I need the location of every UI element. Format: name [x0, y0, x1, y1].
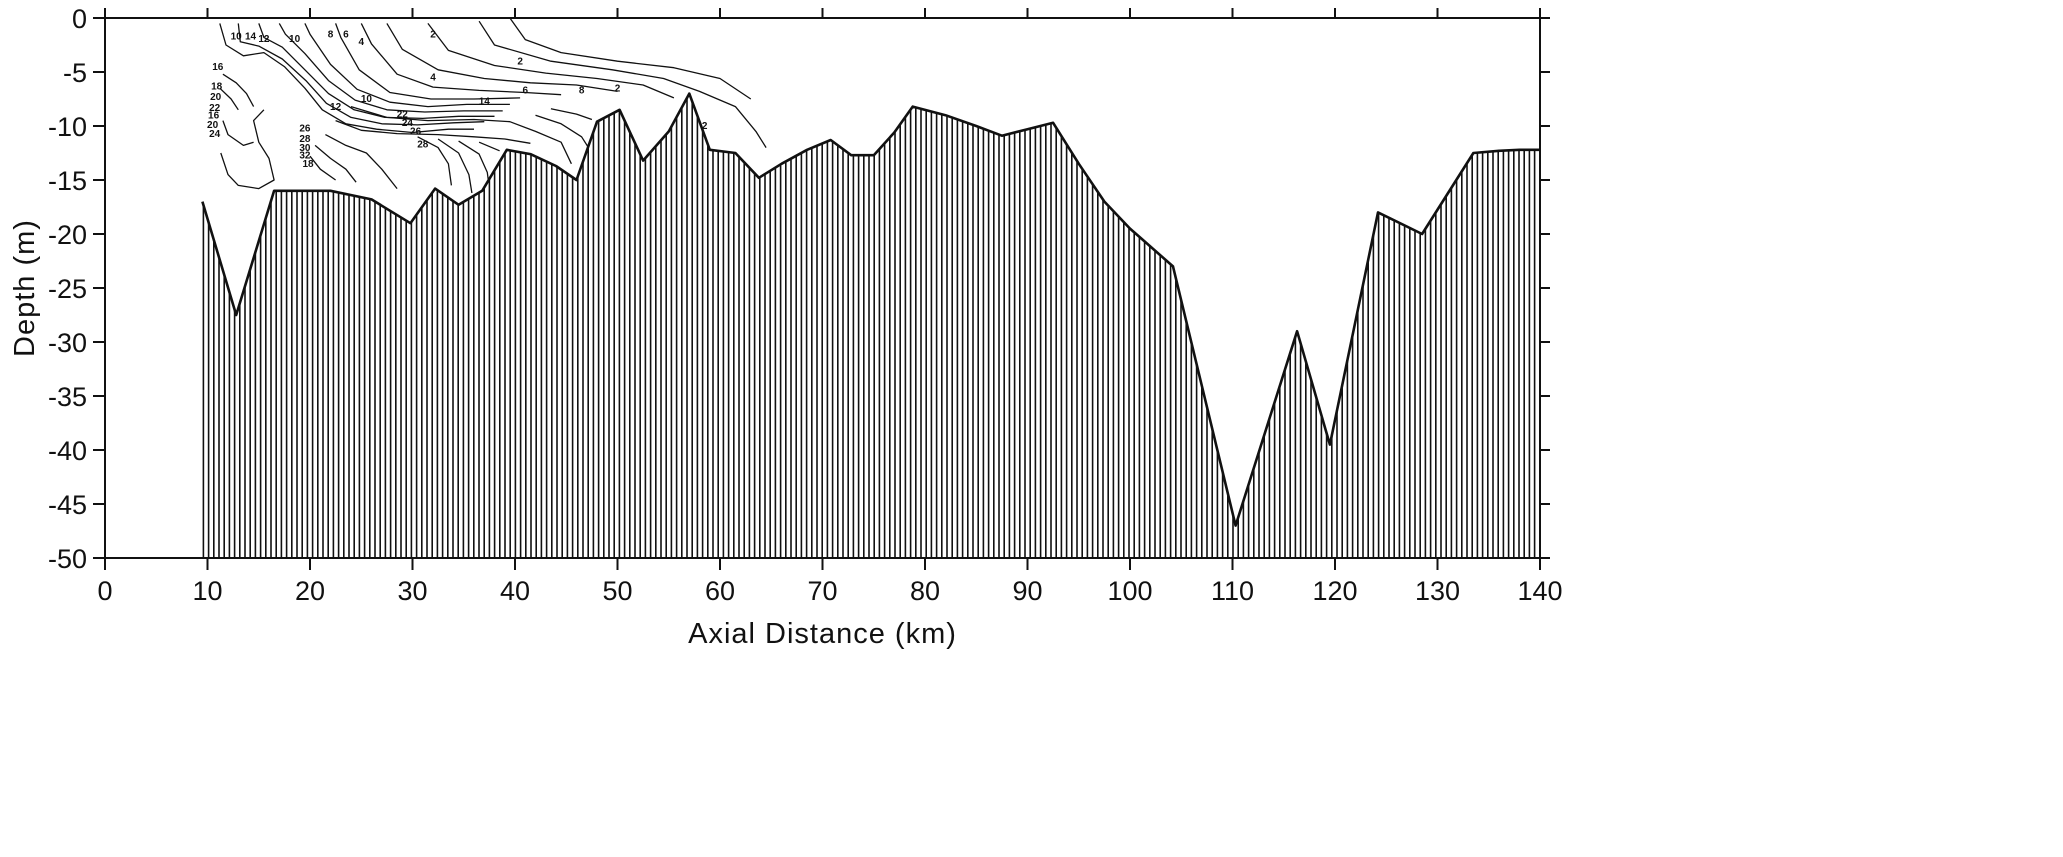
contour-label: 2 [517, 56, 523, 67]
contour-line [219, 87, 239, 111]
contour-line [237, 23, 485, 126]
contour-label: 14 [479, 96, 491, 107]
contour-line [535, 114, 593, 154]
contour-line [278, 23, 503, 113]
y-tick-label: -50 [48, 544, 87, 574]
contour-label: 16 [212, 62, 224, 73]
contour-line [427, 23, 675, 99]
contour-label: 2 [702, 121, 708, 132]
contour-label: 8 [579, 86, 585, 97]
contour-label: 24 [402, 118, 414, 129]
y-axis-title: Depth (m) [9, 219, 41, 357]
contour-line [309, 155, 336, 181]
y-tick-label: -30 [48, 328, 87, 358]
contour-line [350, 105, 572, 165]
contour-label: 20 [207, 120, 219, 131]
contour-label: 30 [299, 143, 311, 154]
contour-label: 26 [410, 127, 422, 138]
contour-line [220, 109, 275, 190]
bottom-profile-line [201, 92, 1540, 527]
contour-label: 10 [289, 34, 301, 45]
contour-label: 12 [330, 102, 342, 113]
y-tick-label: -35 [48, 382, 87, 412]
x-tick-label: 30 [397, 576, 427, 606]
seabed-hatched-area [201, 92, 1540, 558]
contour-label: 12 [258, 34, 270, 45]
contour-label: 18 [302, 159, 314, 170]
contour-line [222, 120, 254, 147]
contour-label: 10 [231, 32, 243, 43]
x-axis: 0 10 20 30 40 50 60 70 80 90 100 110 120 130 140 [97, 8, 1563, 606]
contour-label: 28 [299, 134, 311, 145]
contour-label: 2 [615, 83, 621, 94]
contour-label: 8 [328, 29, 334, 40]
contour-label: 26 [299, 123, 311, 134]
y-tick-label: -25 [48, 274, 87, 304]
contour-line [325, 134, 398, 190]
contour-line [258, 23, 495, 120]
contour-label: 18 [211, 81, 223, 92]
x-tick-label: 110 [1211, 576, 1254, 606]
x-tick-label: 10 [192, 576, 222, 606]
contour-label: 10 [361, 94, 373, 105]
contour-label: 22 [209, 103, 221, 114]
x-tick-label: 20 [295, 576, 325, 606]
contour-label: 4 [359, 37, 365, 48]
x-tick-label: 90 [1012, 576, 1042, 606]
contour-line [222, 73, 255, 107]
contour-line [386, 23, 618, 93]
x-tick-label: 60 [705, 576, 735, 606]
contour-label: 2 [430, 29, 436, 40]
contour-line [478, 20, 767, 148]
contour-line [360, 23, 562, 96]
contour-label: 32 [299, 150, 311, 161]
contour-line [550, 108, 593, 121]
y-tick-label: -40 [48, 436, 87, 466]
y-tick-label: -10 [48, 112, 87, 142]
x-axis-title: Axial Distance (km) [688, 618, 957, 650]
x-tick-label: 70 [807, 576, 837, 606]
contour-label: 4 [430, 73, 436, 84]
x-tick-label: 0 [97, 576, 112, 606]
y-tick-label: -20 [48, 220, 87, 250]
contour-label: 28 [417, 140, 429, 151]
contour-line [219, 23, 474, 134]
x-tick-label: 50 [602, 576, 632, 606]
contour-line [304, 23, 510, 108]
contour-label: 16 [208, 110, 220, 121]
contour-label: 14 [245, 32, 257, 43]
contour-line [335, 119, 531, 144]
y-tick-label: -45 [48, 490, 87, 520]
x-tick-label: 140 [1517, 576, 1562, 606]
contour-label: 20 [210, 92, 222, 103]
contour-label: 6 [343, 29, 349, 40]
contour-line [437, 138, 473, 194]
contour-line [458, 140, 491, 189]
x-tick-label: 40 [500, 576, 530, 606]
contour-line [509, 18, 752, 100]
x-tick-label: 130 [1415, 576, 1460, 606]
y-tick-label: 0 [72, 4, 87, 34]
contour-line [334, 23, 521, 100]
contour-label: 24 [209, 129, 221, 140]
y-tick-label: -5 [63, 58, 87, 88]
hatch-lines [202, 93, 1540, 558]
x-tick-label: 80 [910, 576, 940, 606]
x-tick-label: 100 [1107, 576, 1152, 606]
contour-line [417, 136, 453, 186]
y-tick-label: -15 [48, 166, 87, 196]
contour-line [478, 141, 500, 152]
contour-line [314, 144, 357, 183]
contour-label: 22 [397, 109, 409, 120]
y-axis: 0 -5 -10 -15 -20 -25 -30 -35 -40 -45 -50 [48, 4, 1550, 574]
x-tick-label: 120 [1312, 576, 1357, 606]
contour-label: 6 [523, 86, 529, 97]
